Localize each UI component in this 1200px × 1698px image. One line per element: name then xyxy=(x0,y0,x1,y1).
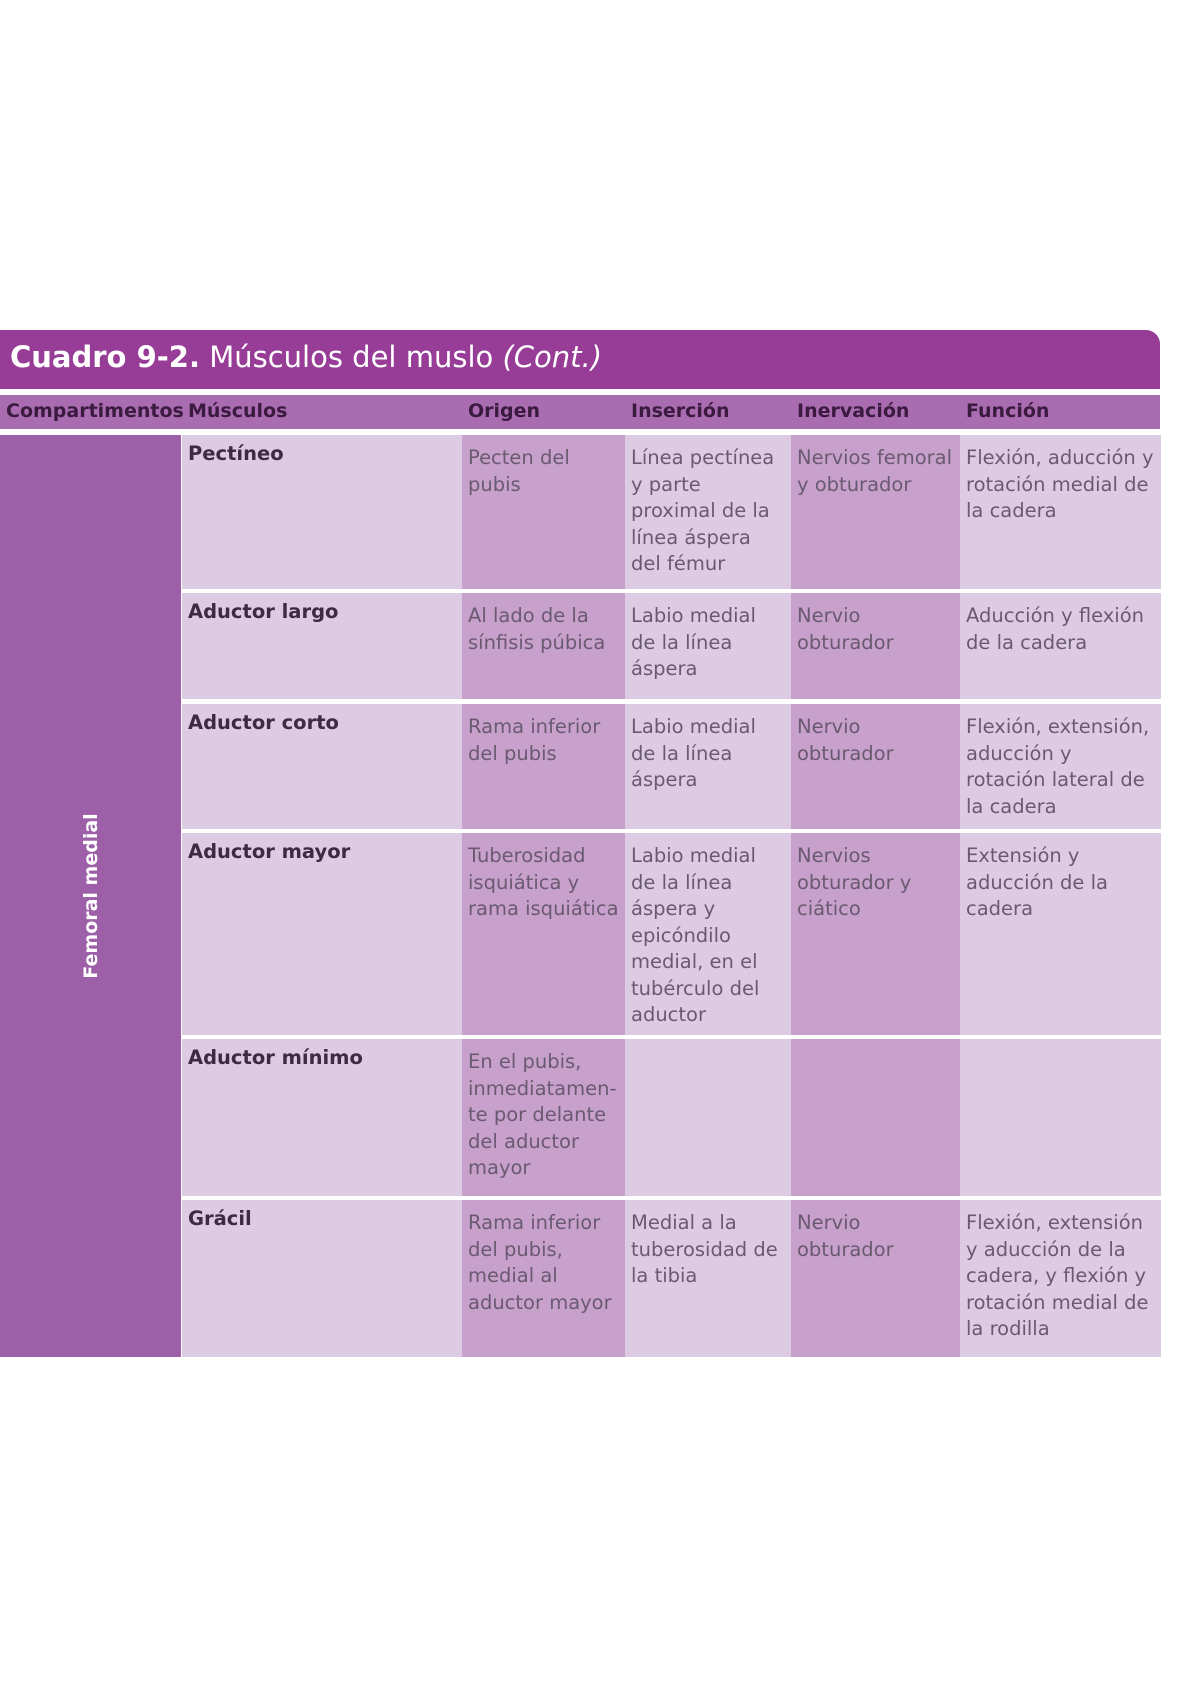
table-cell xyxy=(791,1039,960,1196)
table-cell: Nervios femoral y obturador xyxy=(791,435,960,589)
column-header: Inervación xyxy=(797,400,910,422)
column-header: Inserción xyxy=(631,400,730,422)
table-cell: Flexión, extensión y aducción de la cade… xyxy=(960,1200,1161,1357)
table-cell: Nervio obturador xyxy=(791,704,960,829)
column-header: Origen xyxy=(468,400,541,422)
column-header: Función xyxy=(966,400,1050,422)
header-row xyxy=(0,395,1160,429)
table-cell: En el pubis, inmediatamen- te por delant… xyxy=(462,1039,625,1196)
table-cell: Nervios obturador y ciático xyxy=(791,833,960,1035)
table-title: Músculos del muslo xyxy=(209,340,494,374)
table-cell: Aducción y flexión de la cadera xyxy=(960,593,1161,699)
table-cell xyxy=(960,1039,1161,1196)
table-cell: Al lado de la sínfisis púbica xyxy=(462,593,625,699)
muscle-cell: Pectíneo xyxy=(182,435,462,589)
table-cell: Flexión, extensión, aducción y rotación … xyxy=(960,704,1161,829)
compartment-label: Femoral medial xyxy=(79,813,102,979)
table-cell: Labio medial de la línea áspera xyxy=(625,593,791,699)
muscle-cell: Grácil xyxy=(182,1200,462,1357)
table-cell: Medial a la tuberosidad de la tibia xyxy=(625,1200,791,1357)
table-cell: Rama inferior del pubis, medial al aduct… xyxy=(462,1200,625,1357)
table-label: Cuadro 9-2. xyxy=(10,340,200,374)
muscle-cell: Aductor mayor xyxy=(182,833,462,1035)
title-bar: Cuadro 9-2. Músculos del muslo (Cont.) xyxy=(0,330,1160,389)
table-cell: Rama inferior del pubis xyxy=(462,704,625,829)
table-cell: Pecten del pubis xyxy=(462,435,625,589)
table-cell: Tuberosidad isquiática y rama isquiática xyxy=(462,833,625,1035)
table-cell: Línea pectínea y parte proximal de la lí… xyxy=(625,435,791,589)
table-cell: Flexión, aducción y rotación medial de l… xyxy=(960,435,1161,589)
column-header: Músculos xyxy=(188,400,288,422)
muscle-cell: Aductor mínimo xyxy=(182,1039,462,1196)
muscle-cell: Aductor largo xyxy=(182,593,462,699)
table-cell: Labio medial de la línea áspera xyxy=(625,704,791,829)
table-cell: Extensión y aducción de la cadera xyxy=(960,833,1161,1035)
compartment-cell: Femoral medial xyxy=(0,435,181,1357)
table-cell: Nervio obturador xyxy=(791,1200,960,1357)
column-header: Compartimentos xyxy=(6,400,184,422)
table-cell xyxy=(625,1039,791,1196)
title-note: (Cont.) xyxy=(502,340,603,374)
muscle-cell: Aductor corto xyxy=(182,704,462,829)
table-cell: Nervio obturador xyxy=(791,593,960,699)
table-cell: Labio medial de la línea áspera y epicón… xyxy=(625,833,791,1035)
